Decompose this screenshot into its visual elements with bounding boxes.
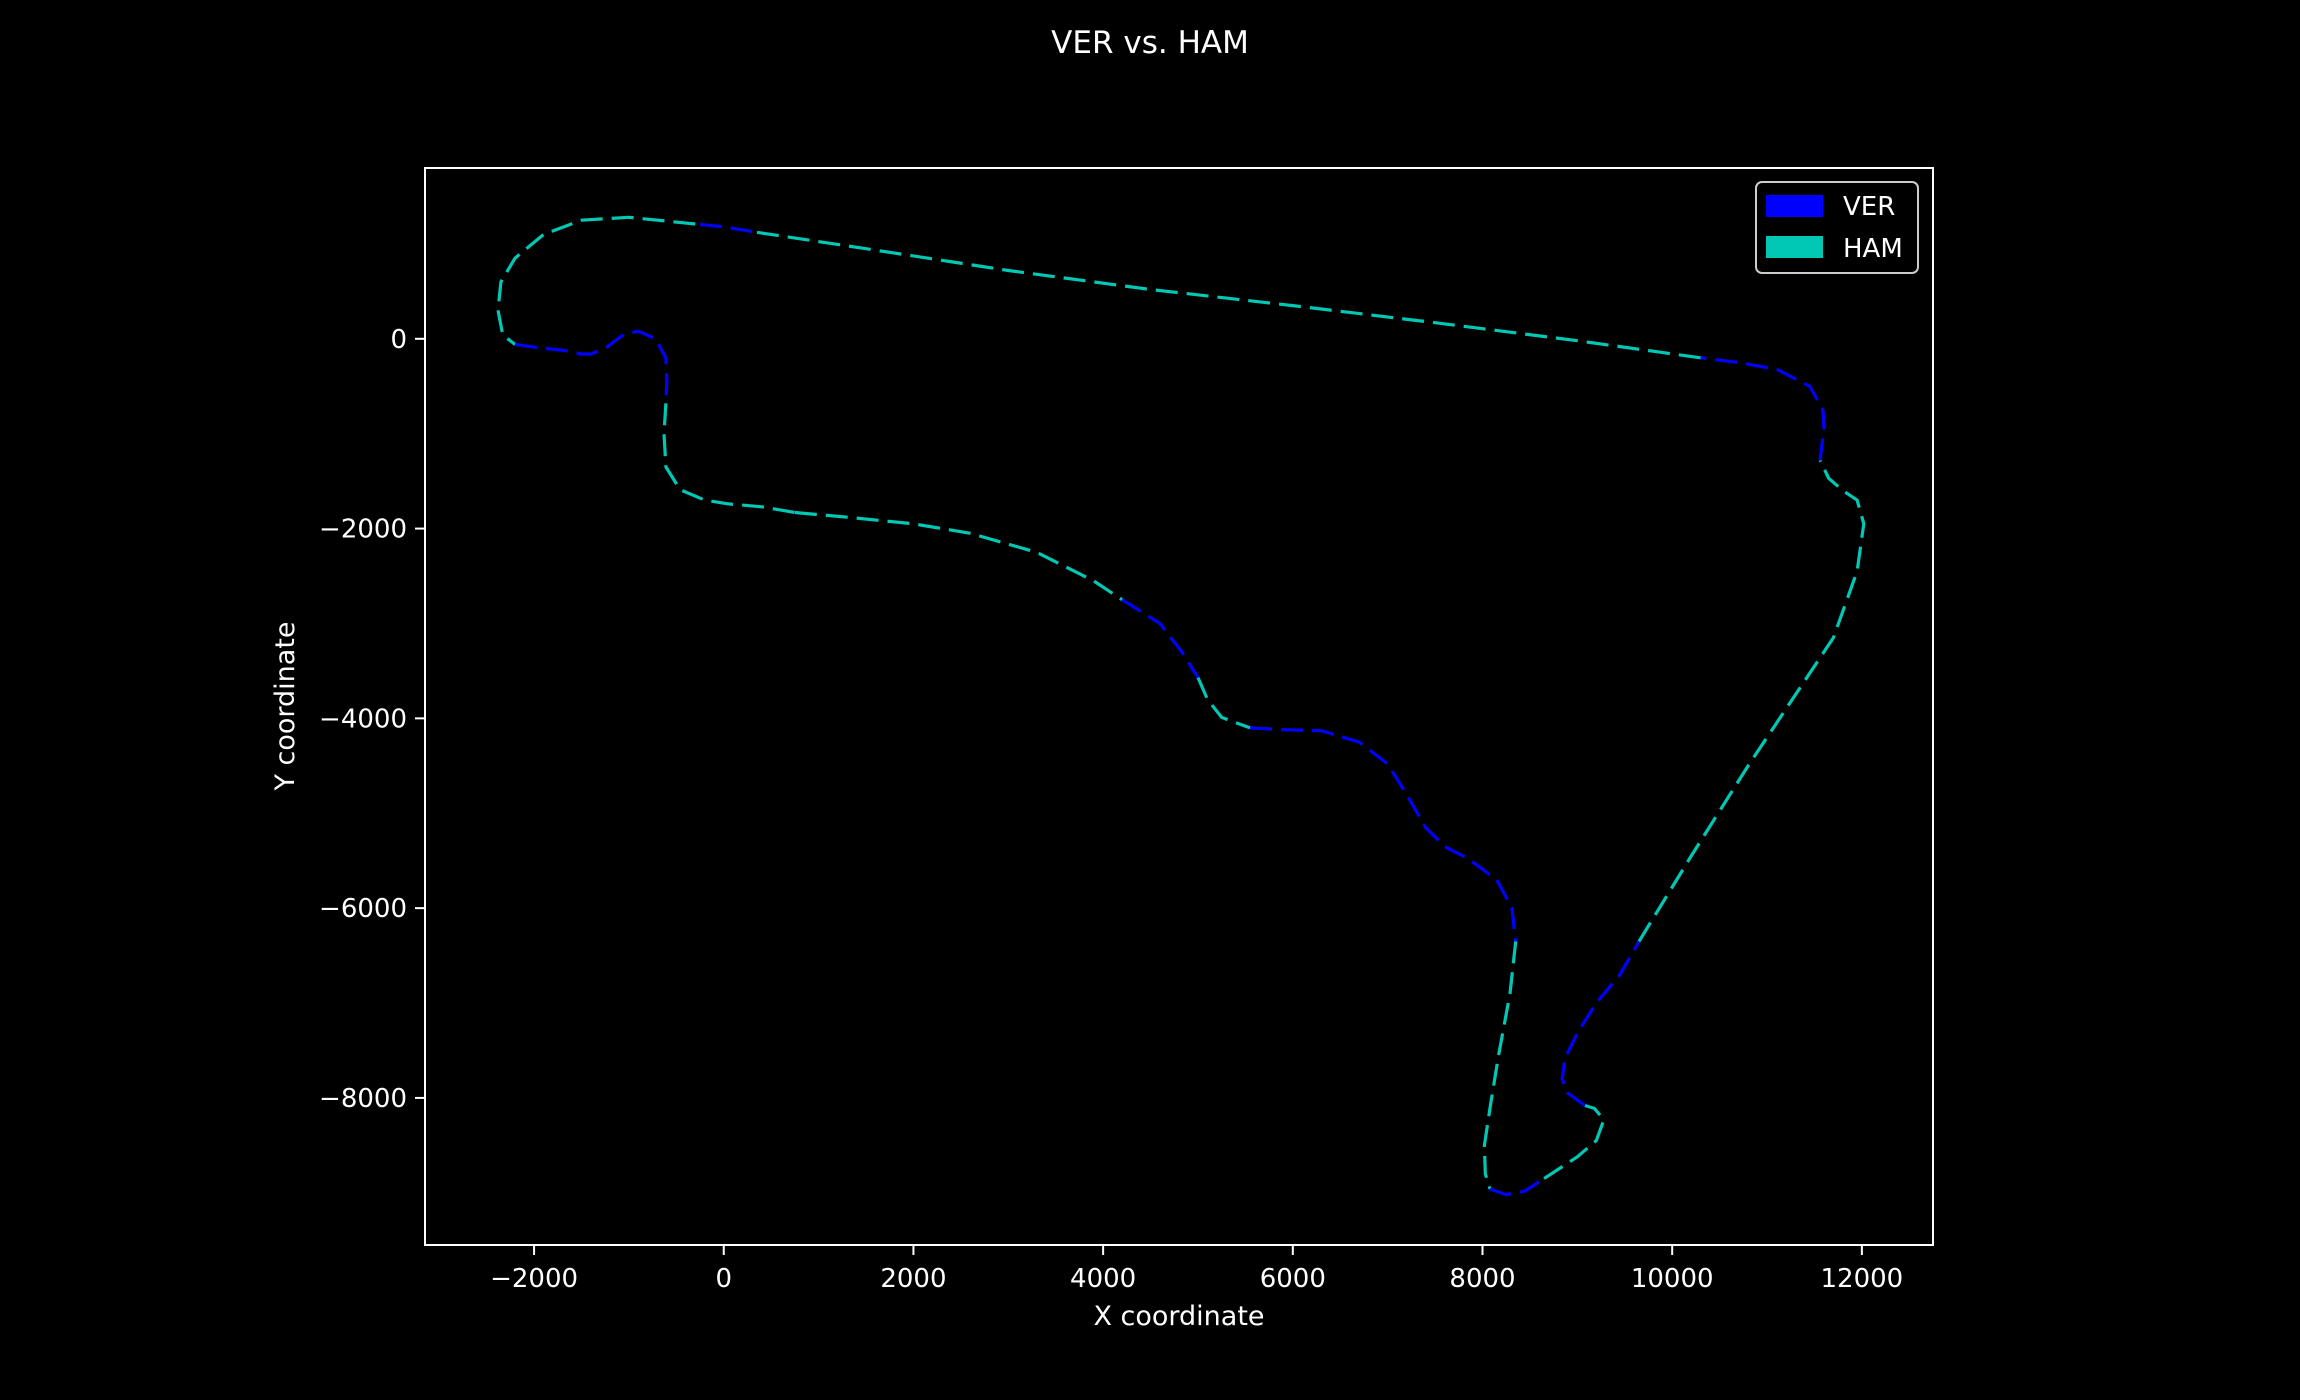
track-segment-ham: [496, 309, 517, 346]
y-tick-label: 0: [390, 325, 407, 355]
x-tick-label: 10000: [1631, 1264, 1714, 1294]
track-segment-ham: [662, 403, 796, 515]
y-axis-label: Y coordinate: [270, 621, 301, 791]
y-tick-label: −8000: [319, 1084, 407, 1114]
x-tick-label: 0: [715, 1264, 732, 1294]
track-segment-ver: [1700, 356, 1826, 461]
legend-label-ham: HAM: [1843, 234, 1903, 264]
plot-frame: [424, 167, 1934, 1246]
track-segment-ver: [1489, 1177, 1545, 1197]
track-segment-ham: [496, 215, 696, 311]
track-segment-ver: [1250, 726, 1518, 942]
y-tick-label: −2000: [319, 515, 407, 545]
y-axis: 0 −2000 −4000 −6000 −8000: [319, 325, 425, 1114]
y-tick-label: −4000: [319, 704, 407, 734]
track-segment-ham: [1543, 1103, 1606, 1180]
track-segment-ver: [514, 329, 669, 404]
legend-label-ver: VER: [1843, 192, 1895, 222]
track-segment-ham: [1482, 941, 1518, 1190]
y-tick-label: −6000: [319, 894, 407, 924]
legend-swatch-ham: [1766, 236, 1823, 258]
legend-swatch-ver: [1766, 195, 1823, 217]
x-tick-label: 4000: [1070, 1264, 1136, 1294]
plot-area: [424, 167, 1934, 1246]
track-segment-ver: [695, 222, 753, 234]
track-segment-ver: [1560, 940, 1641, 1107]
x-tick-label: 2000: [880, 1264, 946, 1294]
track-segment-ham: [1637, 459, 1866, 943]
track-segment-ham: [794, 510, 1123, 602]
track-lines: [496, 215, 1866, 1197]
x-tick-label: −2000: [490, 1264, 578, 1294]
x-tick-label: 12000: [1821, 1264, 1904, 1294]
legend: VER HAM: [1755, 181, 1919, 274]
x-tick-label: 6000: [1260, 1264, 1326, 1294]
x-tick-label: 8000: [1449, 1264, 1515, 1294]
x-axis: −2000 0 2000 4000 6000 8000 10000 12000: [490, 1245, 1903, 1294]
track-segment-ham: [751, 230, 1701, 360]
track-segment-ham: [1196, 676, 1251, 730]
track-segment-ver: [1121, 598, 1200, 679]
x-axis-label: X coordinate: [1093, 1301, 1264, 1332]
chart-title: VER vs. HAM: [1051, 25, 1249, 61]
